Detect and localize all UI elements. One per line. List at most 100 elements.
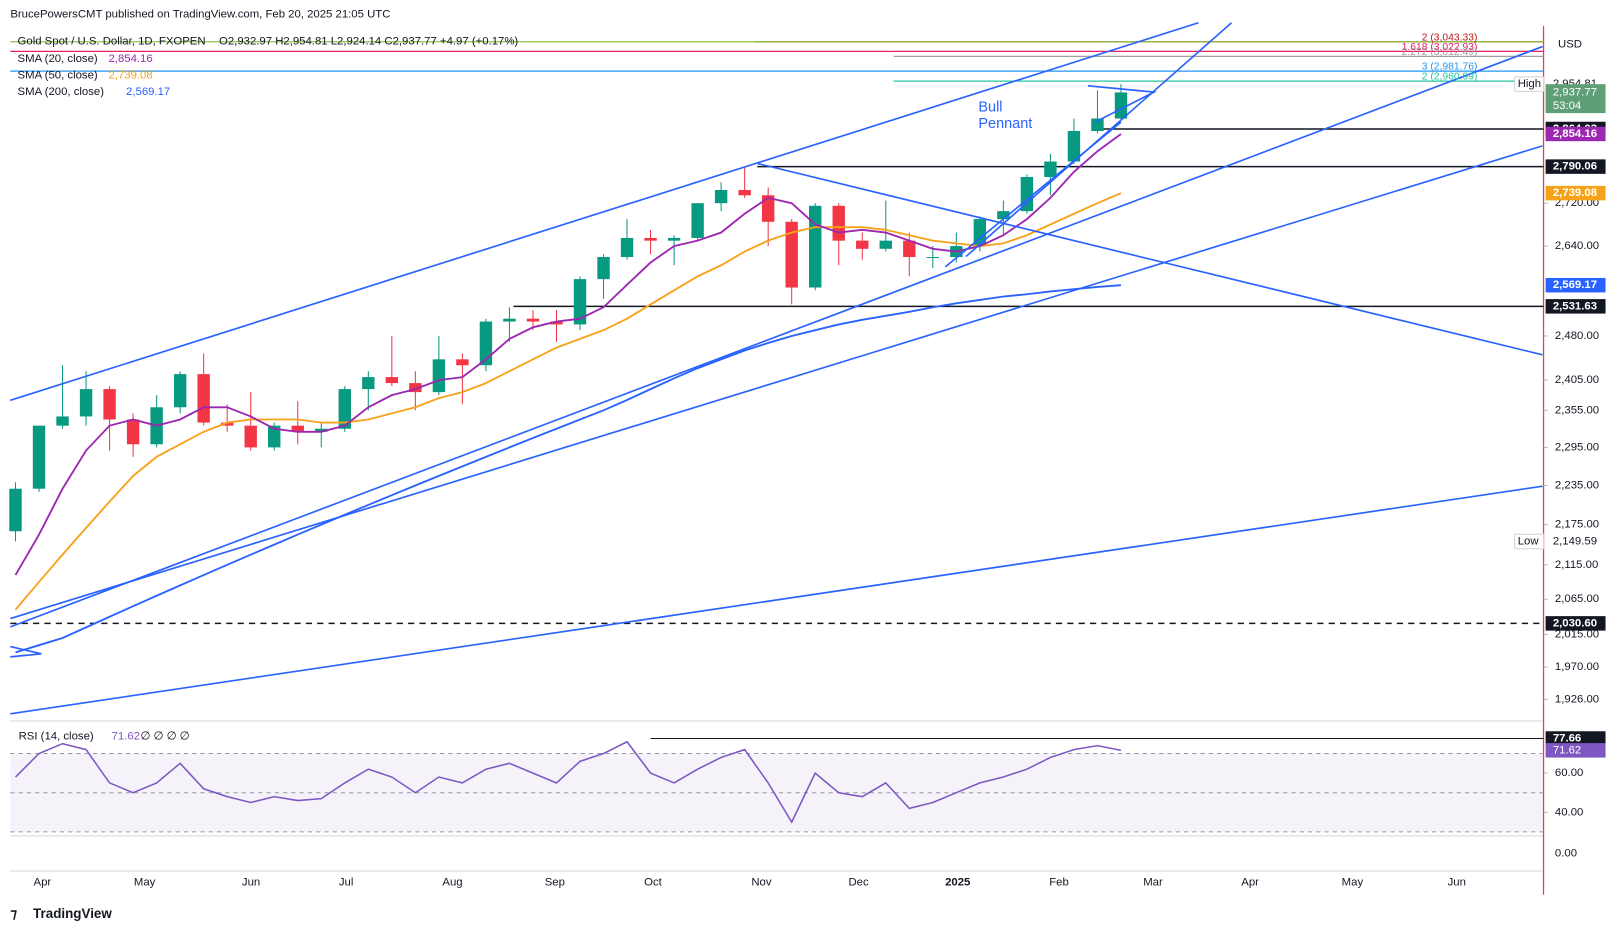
candle-body	[338, 389, 351, 429]
price-badge-label: 2,030.60	[1553, 617, 1597, 629]
y-tick-label: 2,175.00	[1555, 519, 1599, 531]
sma-line	[15, 284, 1122, 654]
price-badge	[1545, 299, 1606, 314]
candle-body	[173, 374, 187, 408]
trendline	[944, 121, 1122, 268]
header: BrucePowersCMT published on TradingView.…	[10, 8, 390, 20]
x-tick-label: Feb	[1049, 876, 1069, 888]
candle-body	[856, 240, 869, 249]
legend-entry: SMA (50, close)	[18, 70, 98, 82]
candle-body	[432, 359, 446, 393]
x-tick-label: Oct	[644, 876, 663, 888]
rsi-legend-value: 71.62	[112, 731, 140, 743]
x-tick-label: Jun	[1448, 876, 1466, 888]
y-tick-label: 2,115.00	[1555, 559, 1598, 571]
candle-body	[973, 219, 987, 247]
candle-body	[385, 377, 399, 384]
y-tick-label: 2,405.00	[1555, 374, 1599, 386]
x-tick-label: Sep	[545, 876, 565, 888]
candle-body	[291, 425, 304, 432]
candle-body	[714, 190, 728, 204]
y-tick-label: 2,640.00	[1555, 240, 1599, 252]
candle-body	[1114, 92, 1128, 119]
x-tick-label: Jun	[242, 876, 260, 888]
rsi-legend: RSI (14, close)	[19, 731, 94, 743]
x-tick-label: Apr	[1241, 876, 1259, 888]
badge-tag: Low	[1518, 536, 1540, 548]
price-badge	[1545, 159, 1606, 174]
candle-body	[268, 425, 281, 448]
channel-upper	[10, 21, 1199, 402]
y-tick-label: 1,926.00	[1555, 693, 1599, 705]
rsi-flags: ∅ ∅ ∅ ∅	[141, 731, 190, 743]
last-price-badge	[1545, 84, 1606, 114]
legend-title: Gold Spot / U.S. Dollar, 1D, FXOPEN	[18, 35, 206, 47]
x-tick-label: Dec	[848, 876, 869, 888]
candle-body	[1067, 131, 1081, 162]
x-tick-label: 2025	[945, 876, 970, 888]
candle-body	[785, 221, 798, 288]
descending-line	[757, 162, 1543, 356]
y-tick-label: 60.00	[1555, 767, 1583, 779]
candle-body	[526, 318, 540, 322]
last-price-label: 2,937.77	[1553, 86, 1597, 98]
fib-label: 1.618 (3,022.93)	[1402, 42, 1478, 53]
fib-label: 3 (2,981.76)	[1422, 62, 1478, 73]
candle-body	[456, 359, 469, 366]
legend-value: 2,569.17	[126, 86, 170, 98]
legend-value: 2,739.08	[108, 70, 152, 82]
y-tick-label: 40.00	[1555, 806, 1583, 818]
rsi-line	[14, 740, 1122, 824]
candle-body	[761, 195, 775, 222]
x-tick-label: Aug	[442, 876, 462, 888]
sma-line	[14, 133, 1122, 576]
candle-body	[738, 190, 751, 196]
price-badge	[1545, 616, 1606, 631]
candle-body	[997, 211, 1010, 220]
badge-label: 2,149.59	[1553, 536, 1597, 548]
fib-label: 2.272 (3,012.49)	[1402, 47, 1478, 58]
candle-body	[926, 257, 940, 259]
price-badge-label: 2,854.16	[1553, 128, 1597, 140]
candle-body	[620, 237, 634, 258]
pennant	[1087, 85, 1157, 123]
fib-label: 2 (2,960.99)	[1422, 72, 1478, 83]
price-badge-label: 77.66	[1553, 732, 1581, 744]
x-tick-label: Mar	[1143, 876, 1163, 888]
candle-body	[79, 389, 93, 417]
countdown: 53:04	[1553, 100, 1581, 112]
candle-body	[103, 389, 116, 420]
candle-body	[56, 416, 69, 426]
badge-tag: High	[1518, 78, 1541, 90]
price-badge	[1545, 277, 1606, 293]
candle-body	[1091, 118, 1104, 132]
price-badge	[1545, 743, 1606, 758]
x-tick-label: May	[1342, 876, 1364, 888]
candle-body	[644, 237, 657, 241]
candle-body	[667, 237, 681, 241]
x-tick-label: Jul	[339, 876, 354, 888]
candle-body	[220, 422, 234, 426]
badge-tag-box	[1514, 76, 1545, 92]
price-badge	[1545, 185, 1606, 201]
y-tick-label: 0.00	[1555, 847, 1577, 859]
y-tick-label: 2,235.00	[1555, 479, 1599, 491]
price-badge	[1545, 126, 1606, 142]
candle-body	[573, 279, 587, 325]
price-badge-label: 2,531.63	[1553, 300, 1597, 312]
currency: USD	[1558, 38, 1582, 50]
trendline	[10, 485, 1543, 715]
badge-tag-box	[1514, 533, 1545, 550]
candle-body	[503, 318, 516, 322]
x-tick-label: Nov	[751, 876, 772, 888]
candle-body	[1044, 161, 1057, 177]
candle-body	[9, 488, 22, 532]
annotation: Pennant	[978, 116, 1032, 132]
price-badge	[1545, 731, 1606, 746]
footer: TradingView	[33, 906, 112, 921]
candle-body	[879, 240, 892, 249]
candle-body	[691, 203, 704, 238]
y-tick-label: 2,295.00	[1555, 441, 1599, 453]
